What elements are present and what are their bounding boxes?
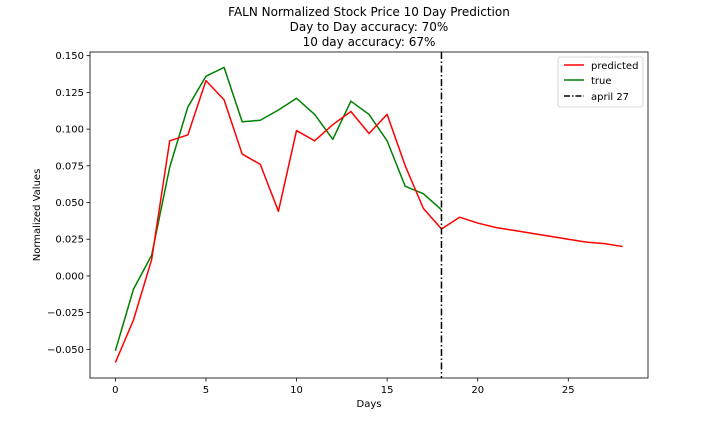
series-line-true [114, 66, 442, 352]
legend-box [557, 56, 644, 108]
plot-area-frame [89, 51, 649, 379]
y-tick-label: 0.050 [55, 198, 84, 209]
x-tick-label: 15 [381, 385, 394, 396]
y-tick-label: 0.100 [55, 125, 84, 136]
chart-title-line-2: Day to Day accuracy: 70% [290, 20, 449, 34]
y-tick-label: 0.025 [55, 235, 84, 246]
series-line-predicted [114, 79, 623, 363]
y-tick-label: −0.025 [47, 308, 84, 319]
x-tick-label: 20 [471, 385, 484, 396]
x-tick-label: 10 [290, 385, 303, 396]
legend: predicted true april 27 [557, 56, 644, 108]
y-tick-label: −0.050 [47, 345, 84, 356]
x-tick-label: 0 [112, 385, 118, 396]
y-tick-label: 0.125 [55, 88, 84, 99]
legend-label-predicted: predicted [591, 61, 638, 72]
series-lines [114, 52, 623, 378]
y-axis-label: Normalized Values [32, 169, 43, 262]
x-axis-label: Days [357, 399, 382, 410]
axis-ticks: 0 5 10 15 20 25 −0.050 −0.025 0.000 0.025 0.050 0.0… [47, 51, 575, 396]
chart-title-line-3: 10 day accuracy: 67% [303, 35, 436, 49]
y-tick-label: 0.150 [55, 51, 84, 62]
chart-title-line-1: FALN Normalized Stock Price 10 Day Predi… [228, 5, 510, 19]
legend-label-april-27: april 27 [591, 92, 629, 103]
x-tick-label: 25 [562, 385, 575, 396]
legend-label-true: true [591, 76, 612, 87]
y-tick-label: 0.075 [55, 161, 84, 172]
y-tick-label: 0.000 [55, 271, 84, 282]
x-tick-label: 5 [203, 385, 209, 396]
